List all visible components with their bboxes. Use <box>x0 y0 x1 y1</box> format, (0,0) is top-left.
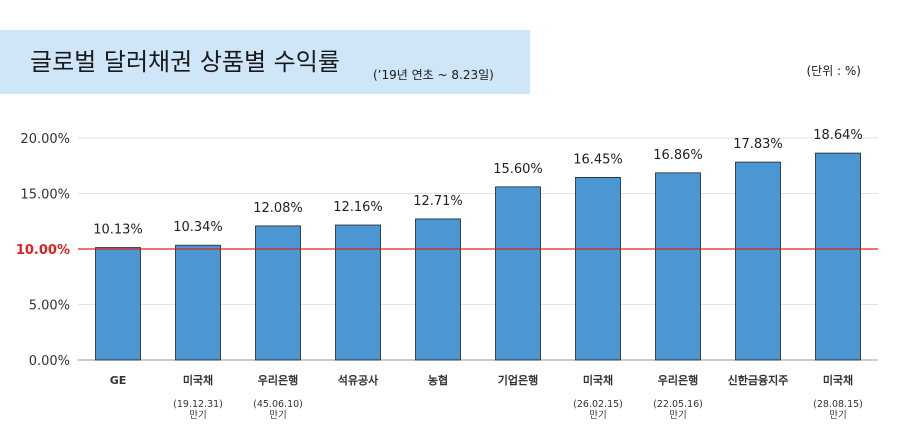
x-tick-note: 만기 <box>189 410 206 421</box>
bar <box>95 247 141 361</box>
x-tick-note: (22.05.16) <box>653 399 703 410</box>
x-tick-label: 미국채 <box>583 373 613 387</box>
x-tick-note: 만기 <box>269 410 286 421</box>
x-tick-note: 만기 <box>829 410 846 421</box>
data-label: 10.34% <box>173 220 223 235</box>
x-tick-label: 미국채 <box>823 373 853 387</box>
x-tick-label: 우리은행 <box>258 373 298 387</box>
x-tick-note: (19.12.31) <box>173 399 223 410</box>
x-tick-label: 신한금융지주 <box>728 373 789 387</box>
bar <box>655 172 701 361</box>
y-tick-label: 15.00% <box>20 188 70 203</box>
unit-label: (단위 : %) <box>806 64 861 78</box>
y-tick-label: 10.00% <box>16 243 70 258</box>
data-label: 17.83% <box>733 137 783 152</box>
title-banner: 글로벌 달러채권 상품별 수익률 (’19년 연초 ~ 8.23일) <box>0 30 530 94</box>
x-tick-label: 농협 <box>428 373 448 387</box>
y-tick-label: 20.00% <box>20 132 70 147</box>
x-tick-label: 미국채 <box>183 373 213 387</box>
chart-subtitle: (’19년 연초 ~ 8.23일) <box>373 68 494 82</box>
x-tick-note: (26.02.15) <box>573 399 623 410</box>
data-label: 12.71% <box>413 194 463 209</box>
x-tick-label: 석유공사 <box>338 373 379 387</box>
bar <box>175 244 221 361</box>
data-label: 12.08% <box>253 201 303 216</box>
bar <box>495 186 541 361</box>
x-tick-label: 우리은행 <box>658 373 698 387</box>
bar <box>255 225 301 361</box>
x-tick-note: (45.06.10) <box>253 399 303 410</box>
y-tick-label: 5.00% <box>29 299 70 314</box>
x-tick-note: 만기 <box>669 410 686 421</box>
bar <box>335 224 381 361</box>
data-label: 15.60% <box>493 162 543 177</box>
x-tick-label: GE <box>110 374 127 387</box>
chart-title: 글로벌 달러채권 상품별 수익률 <box>30 48 340 76</box>
x-tick-label: 기업은행 <box>498 373 538 387</box>
bar <box>415 218 461 361</box>
data-label: 18.64% <box>813 128 863 143</box>
y-tick-label: 0.00% <box>29 354 70 369</box>
data-label: 10.13% <box>93 223 143 238</box>
x-tick-note: 만기 <box>589 410 606 421</box>
x-tick-note: (28.08.15) <box>813 399 863 410</box>
data-label: 12.16% <box>333 200 383 215</box>
data-label: 16.45% <box>573 152 623 167</box>
data-label: 16.86% <box>653 148 703 163</box>
bar <box>735 161 781 361</box>
bar <box>815 152 861 361</box>
bar <box>575 177 621 361</box>
